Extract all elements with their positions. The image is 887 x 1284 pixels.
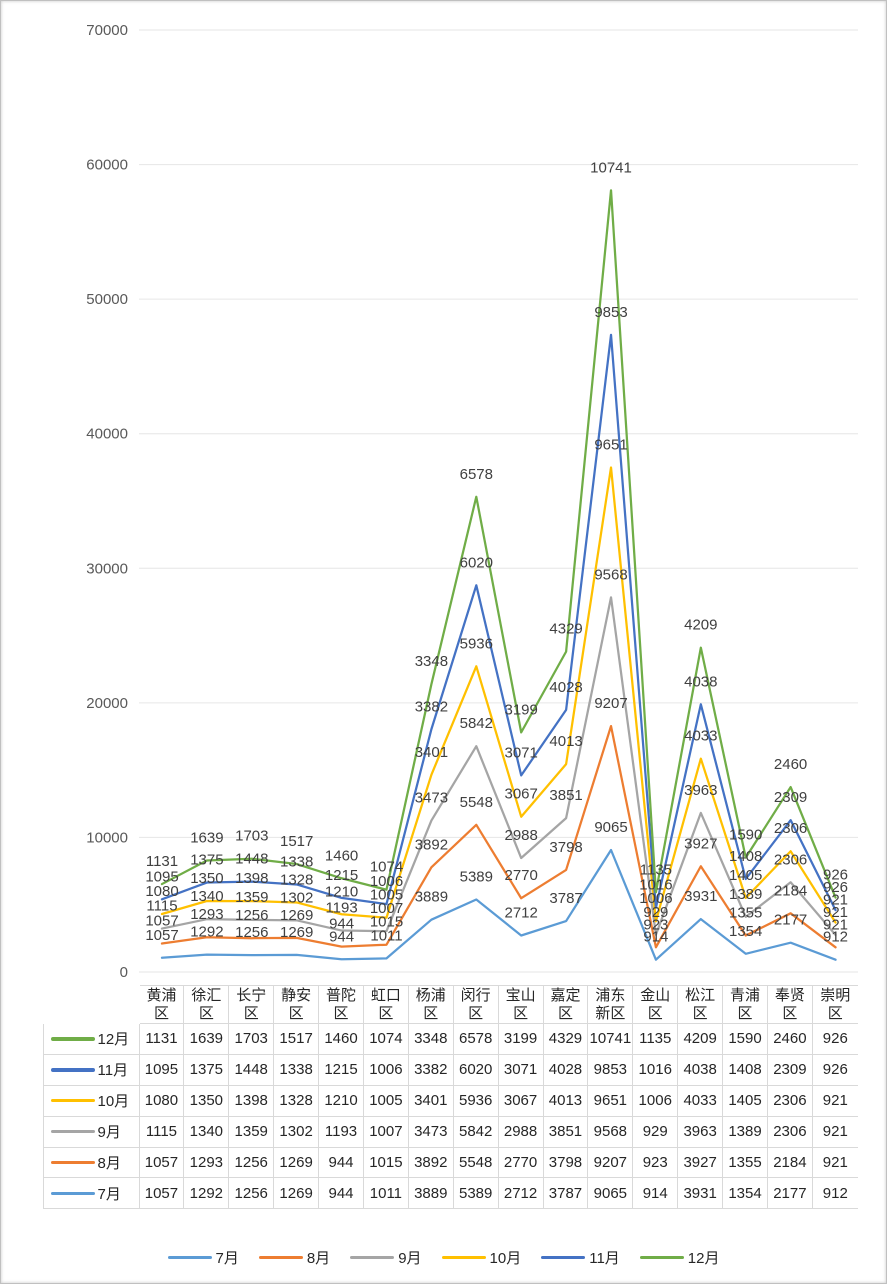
svg-text:1328: 1328 [280, 872, 313, 889]
svg-text:1405: 1405 [729, 867, 762, 884]
svg-text:2309: 2309 [774, 789, 807, 806]
svg-text:1355: 1355 [729, 905, 762, 922]
svg-text:1269: 1269 [280, 907, 313, 924]
svg-text:4028: 4028 [549, 679, 582, 696]
svg-text:10000: 10000 [86, 829, 128, 846]
svg-text:40000: 40000 [86, 426, 128, 443]
svg-text:1293: 1293 [190, 906, 223, 923]
svg-text:50000: 50000 [86, 291, 128, 308]
svg-text:3787: 3787 [549, 890, 582, 907]
svg-text:9651: 9651 [594, 437, 627, 454]
svg-text:3851: 3851 [549, 787, 582, 804]
svg-text:2306: 2306 [774, 851, 807, 868]
svg-text:2177: 2177 [774, 912, 807, 929]
svg-text:1074: 1074 [370, 859, 403, 876]
svg-text:1215: 1215 [325, 867, 358, 884]
svg-text:1639: 1639 [190, 830, 223, 847]
svg-text:2184: 2184 [774, 882, 807, 899]
svg-text:1095: 1095 [145, 868, 178, 885]
svg-text:1703: 1703 [235, 828, 268, 845]
svg-text:2460: 2460 [774, 756, 807, 773]
svg-text:1338: 1338 [280, 853, 313, 870]
svg-text:3892: 3892 [415, 836, 448, 853]
svg-text:1210: 1210 [325, 883, 358, 900]
svg-text:1256: 1256 [235, 924, 268, 941]
svg-text:4013: 4013 [549, 733, 582, 750]
svg-text:5936: 5936 [460, 635, 493, 652]
svg-text:70000: 70000 [86, 22, 128, 39]
svg-text:1398: 1398 [235, 870, 268, 887]
svg-text:926: 926 [823, 867, 848, 884]
svg-text:2988: 2988 [505, 827, 538, 844]
svg-text:1517: 1517 [280, 833, 313, 850]
svg-text:3199: 3199 [505, 701, 538, 718]
svg-text:5548: 5548 [460, 794, 493, 811]
svg-text:1460: 1460 [325, 847, 358, 864]
svg-text:3382: 3382 [415, 698, 448, 715]
svg-text:9207: 9207 [594, 695, 627, 712]
svg-text:1256: 1256 [235, 907, 268, 924]
svg-text:1302: 1302 [280, 889, 313, 906]
svg-text:944: 944 [329, 916, 354, 933]
svg-text:1359: 1359 [235, 889, 268, 906]
svg-text:30000: 30000 [86, 560, 128, 577]
svg-text:4038: 4038 [684, 673, 717, 690]
svg-text:1292: 1292 [190, 924, 223, 941]
svg-text:20000: 20000 [86, 695, 128, 712]
svg-text:2306: 2306 [774, 820, 807, 837]
svg-text:2770: 2770 [505, 867, 538, 884]
svg-text:1448: 1448 [235, 851, 268, 868]
svg-text:6020: 6020 [460, 554, 493, 571]
svg-text:3889: 3889 [415, 889, 448, 906]
svg-text:1193: 1193 [325, 900, 357, 917]
svg-text:10741: 10741 [590, 159, 632, 176]
svg-text:2712: 2712 [505, 905, 538, 922]
svg-text:3798: 3798 [549, 839, 582, 856]
svg-text:1375: 1375 [190, 852, 223, 869]
svg-text:4329: 4329 [549, 621, 582, 638]
svg-text:1590: 1590 [729, 827, 762, 844]
svg-text:3931: 3931 [684, 888, 717, 905]
svg-text:1350: 1350 [190, 870, 223, 887]
svg-text:3401: 3401 [415, 744, 448, 761]
svg-text:1269: 1269 [280, 924, 313, 941]
svg-text:1389: 1389 [729, 886, 762, 903]
svg-text:6578: 6578 [460, 466, 493, 483]
svg-text:1057: 1057 [145, 913, 178, 930]
svg-text:3963: 3963 [684, 782, 717, 799]
svg-text:1131: 1131 [146, 853, 178, 870]
svg-text:1408: 1408 [729, 848, 762, 865]
svg-text:1115: 1115 [146, 898, 177, 915]
svg-text:9853: 9853 [594, 304, 627, 321]
svg-text:1080: 1080 [145, 883, 178, 900]
svg-text:60000: 60000 [86, 157, 128, 174]
svg-text:3927: 3927 [684, 835, 717, 852]
svg-text:3071: 3071 [505, 744, 538, 761]
svg-text:5842: 5842 [460, 715, 493, 732]
svg-text:3473: 3473 [415, 790, 448, 807]
svg-text:4209: 4209 [684, 617, 717, 634]
svg-text:3067: 3067 [505, 786, 538, 803]
svg-text:1354: 1354 [729, 923, 762, 940]
svg-text:1016: 1016 [639, 877, 672, 894]
svg-text:1135: 1135 [640, 861, 672, 878]
svg-text:5389: 5389 [460, 869, 493, 886]
svg-text:0: 0 [120, 964, 128, 981]
svg-text:9568: 9568 [594, 566, 627, 583]
svg-text:1340: 1340 [190, 888, 223, 905]
svg-text:9065: 9065 [594, 819, 627, 836]
svg-text:4033: 4033 [684, 728, 717, 745]
svg-text:3348: 3348 [415, 653, 448, 670]
